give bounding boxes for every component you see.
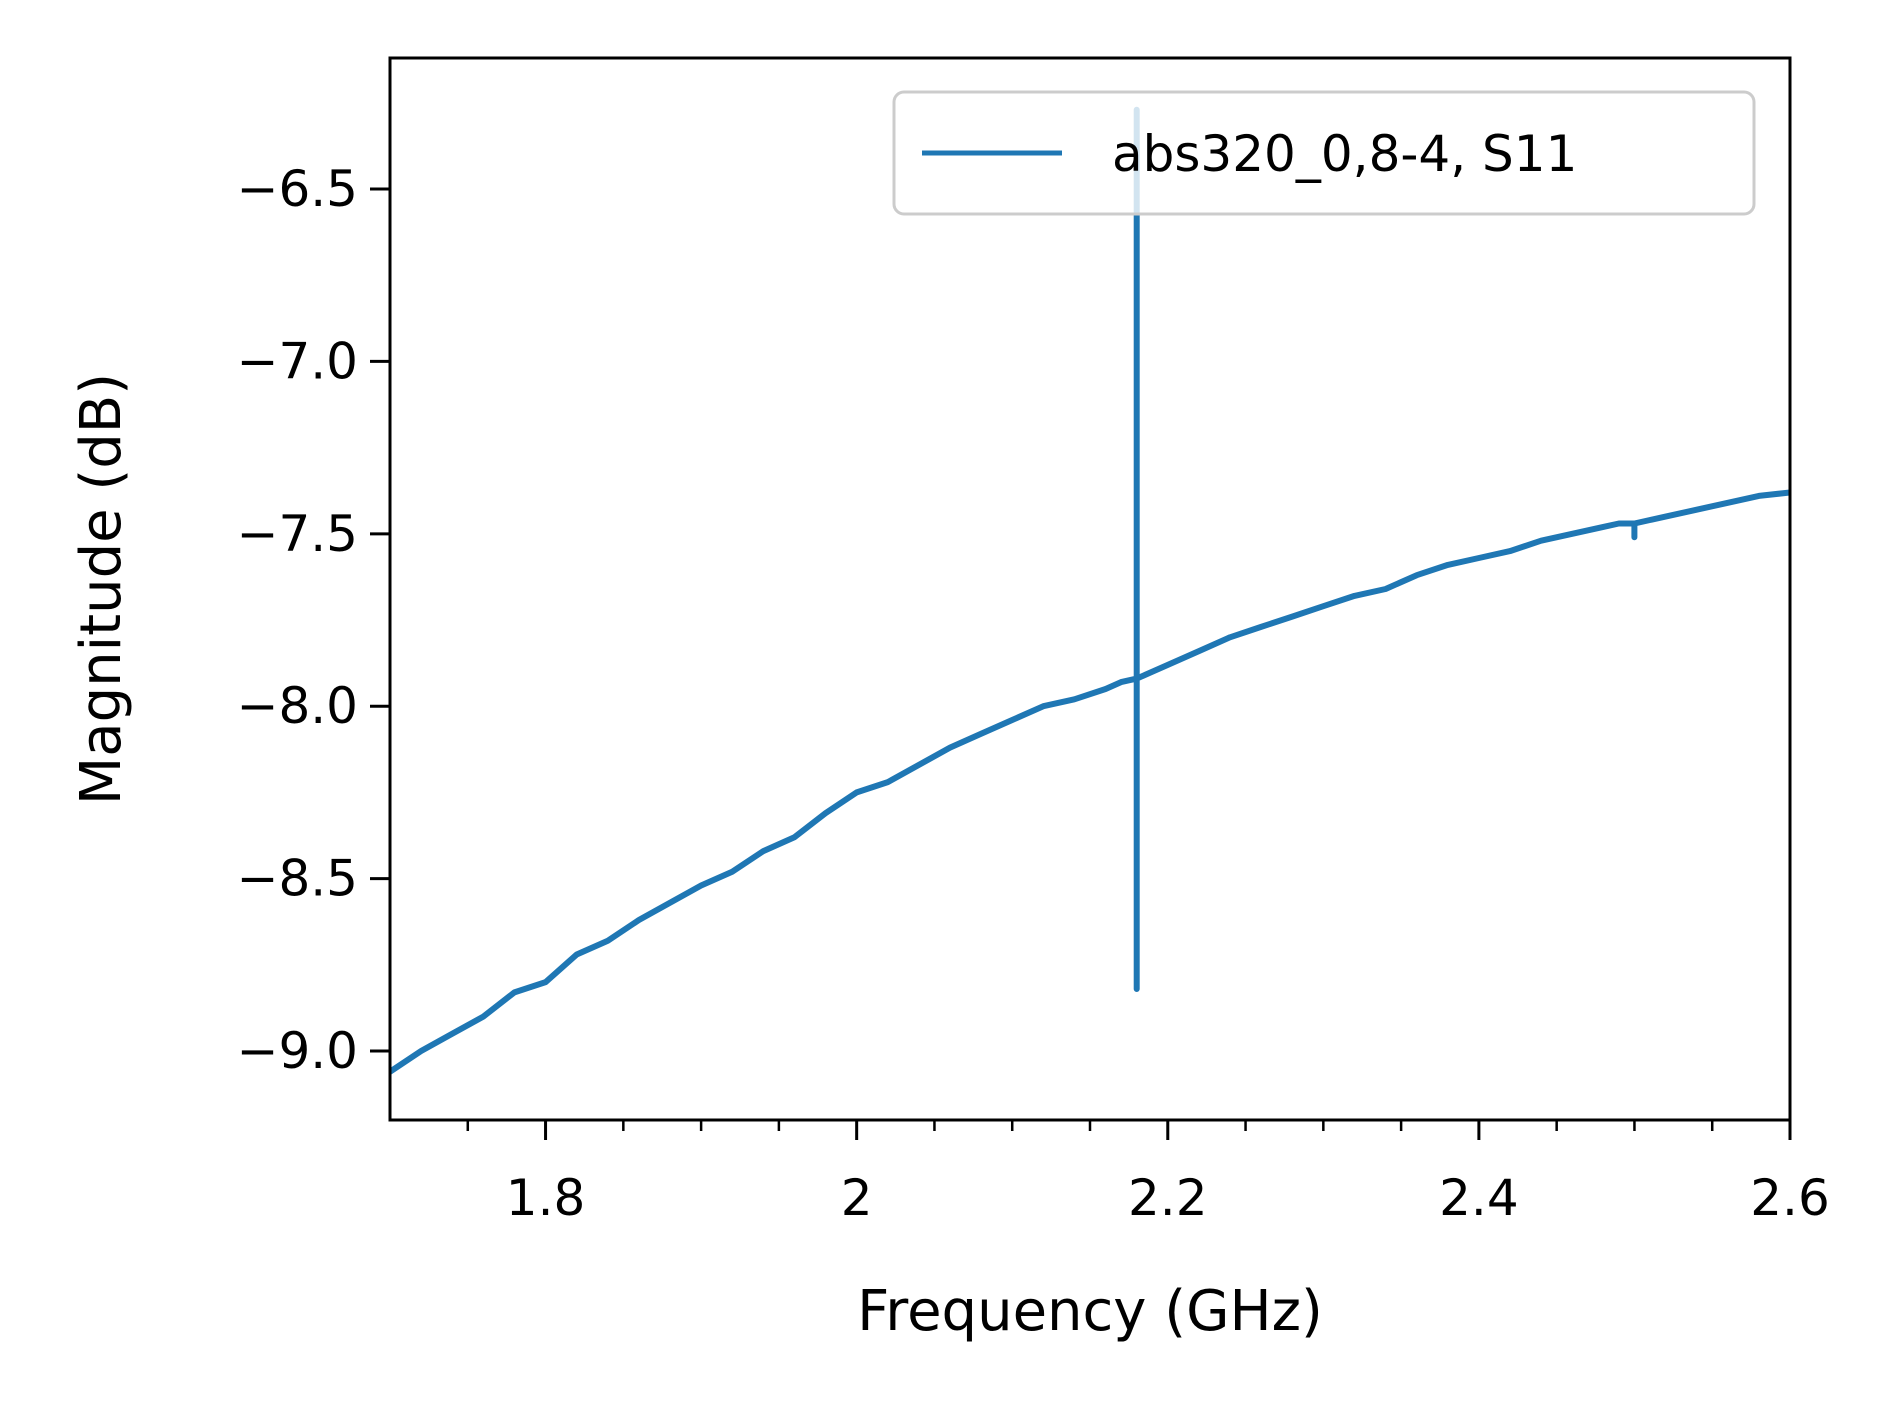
x-tick-label: 2.4 [1439, 1169, 1519, 1227]
y-tick-label: −6.5 [237, 160, 358, 218]
legend: abs320_0,8-4, S11 [892, 90, 1756, 216]
x-tick-label: 2 [841, 1169, 873, 1227]
series-layer [390, 106, 1790, 1075]
legend-label: abs320_0,8-4, S11 [1112, 125, 1577, 183]
legend-box [892, 90, 1756, 216]
tick-layer: 1.8 2 2.2 2.4 2.6 −9.0 −8.5 −8.0 −7.5 −7.0 −6.5 [237, 160, 1830, 1227]
y-tick-label: −7.5 [237, 505, 358, 563]
x-tick-label: 2.2 [1128, 1169, 1208, 1227]
x-axis-label: Frequency (GHz) [857, 1279, 1323, 1344]
y-axis-label: Magnitude (dB) [69, 373, 134, 805]
series-line-0 [390, 106, 1790, 1075]
y-tick-label: −8.5 [237, 850, 358, 908]
y-tick-label: −9.0 [237, 1022, 358, 1080]
y-tick-label: −8.0 [237, 677, 358, 735]
x-tick-label: 2.6 [1750, 1169, 1830, 1227]
plot-frame [388, 56, 1792, 1122]
x-tick-label: 1.8 [506, 1169, 586, 1227]
y-tick-label: −7.0 [237, 332, 358, 390]
